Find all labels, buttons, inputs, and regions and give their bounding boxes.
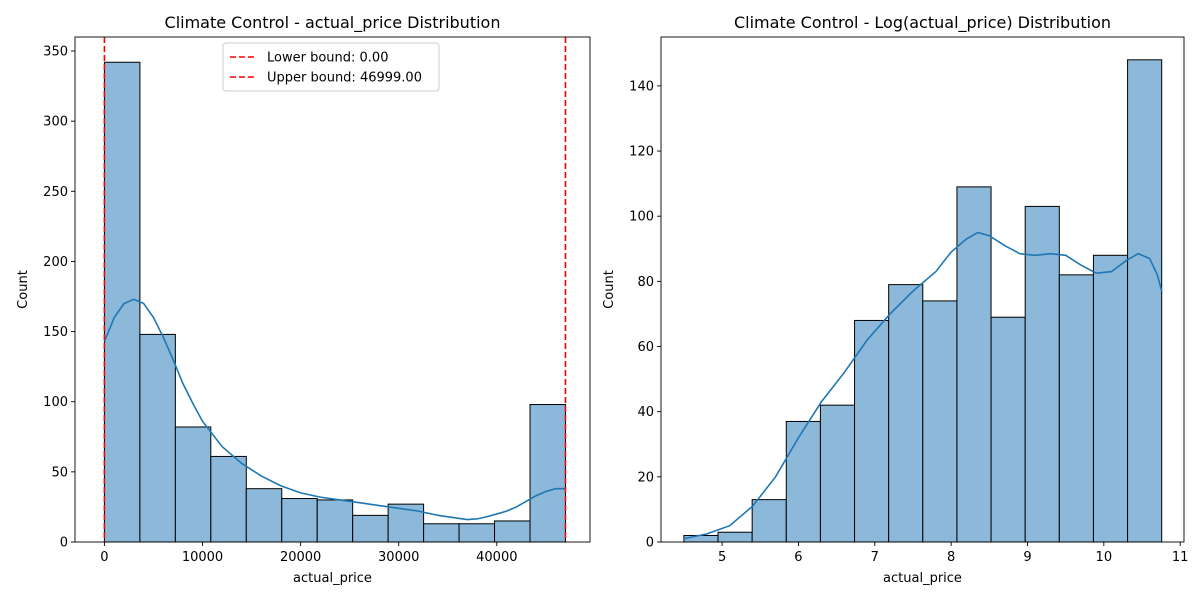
histogram-bar <box>888 284 924 543</box>
histogram-bar <box>717 531 753 543</box>
y-tick-label: 250 <box>43 185 68 200</box>
x-ticks: 0 10000 20000 30000 40000 <box>100 542 517 565</box>
chart-title: Climate Control - Log(actual_price) Dist… <box>734 13 1111 33</box>
x-tick-label: 20000 <box>280 550 321 565</box>
y-tick-label: 350 <box>43 45 68 60</box>
x-tick-label: 10000 <box>182 550 223 565</box>
y-tick-label: 80 <box>637 275 654 290</box>
chart-panel-log-price: 5 6 7 8 9 10 11 0 20 40 60 80 100 120 140 Climate Con… <box>602 13 1188 586</box>
x-tick-label: 10 <box>1096 550 1113 565</box>
histogram-bar <box>245 488 283 543</box>
x-tick-label: 11 <box>1172 550 1189 565</box>
histogram-bar <box>751 499 787 543</box>
histogram-bar <box>139 333 176 543</box>
y-tick-label: 100 <box>43 395 68 410</box>
x-tick-label: 40000 <box>476 550 517 565</box>
y-tick-label: 60 <box>637 340 654 355</box>
chart-title: Climate Control - actual_price Distribut… <box>165 13 501 33</box>
histogram-bar <box>1092 254 1129 543</box>
chart-panel-price: 0 10000 20000 30000 40000 0 50 100 150 200 250 300… <box>16 13 591 586</box>
y-tick-label: 140 <box>629 79 654 94</box>
histogram-bar <box>922 300 958 543</box>
y-tick-label: 300 <box>43 115 68 130</box>
histogram-bar <box>210 455 247 543</box>
x-tick-label: 6 <box>794 550 802 565</box>
y-ticks: 0 50 100 150 200 250 300 350 <box>43 45 75 551</box>
x-tick-label: 7 <box>871 550 879 565</box>
histogram-bars <box>103 61 566 543</box>
x-ticks: 5 6 7 8 9 10 11 <box>718 542 1189 565</box>
x-axis-label: actual_price <box>293 571 372 586</box>
histogram-bars <box>683 59 1163 543</box>
x-tick-label: 5 <box>718 550 726 565</box>
histogram-bar <box>352 514 389 543</box>
legend-label-upper: Upper bound: 46999.00 <box>267 71 422 86</box>
histogram-bar <box>316 499 354 543</box>
y-tick-label: 200 <box>43 255 68 270</box>
kde-curve <box>683 231 1163 540</box>
histogram-bar <box>458 523 496 543</box>
histogram-bar <box>1024 205 1060 543</box>
histogram-bar <box>103 61 141 543</box>
x-tick-label: 9 <box>1023 550 1031 565</box>
x-tick-label: 30000 <box>378 550 419 565</box>
y-tick-label: 100 <box>629 210 654 225</box>
histogram-bar <box>1127 59 1163 543</box>
y-tick-label: 0 <box>60 536 68 551</box>
histogram-bar <box>529 404 566 543</box>
histogram-bar <box>281 498 318 543</box>
y-tick-label: 120 <box>629 145 654 160</box>
bound-lines <box>103 37 567 542</box>
plot-frame <box>74 36 591 543</box>
histogram-bar <box>423 523 460 543</box>
x-tick-label: 8 <box>947 550 955 565</box>
y-tick-label: 50 <box>51 465 68 480</box>
y-tick-label: 40 <box>637 405 654 420</box>
x-tick-label: 0 <box>100 550 108 565</box>
legend-box <box>222 42 440 92</box>
y-axis-label: Count <box>602 270 617 309</box>
y-tick-label: 150 <box>43 325 68 340</box>
histogram-bar <box>785 420 821 543</box>
x-axis-label: actual_price <box>883 571 962 586</box>
kde-curve <box>103 298 566 521</box>
legend-label-lower: Lower bound: 0.00 <box>267 51 388 66</box>
legend: Lower bound: 0.00 Upper bound: 46999.00 <box>222 42 440 92</box>
histogram-bar <box>990 316 1026 543</box>
histogram-bar <box>819 404 856 543</box>
histogram-bar <box>494 520 531 543</box>
histogram-bar <box>1058 274 1094 543</box>
y-tick-label: 20 <box>637 470 654 485</box>
histogram-bar <box>854 319 890 543</box>
plot-frame <box>660 36 1185 543</box>
y-ticks: 0 20 40 60 80 100 120 140 <box>629 79 661 551</box>
histogram-bar <box>683 534 719 543</box>
histogram-bar <box>174 426 212 543</box>
y-axis-label: Count <box>16 270 31 309</box>
y-tick-label: 0 <box>646 536 654 551</box>
histogram-bar <box>956 186 992 543</box>
